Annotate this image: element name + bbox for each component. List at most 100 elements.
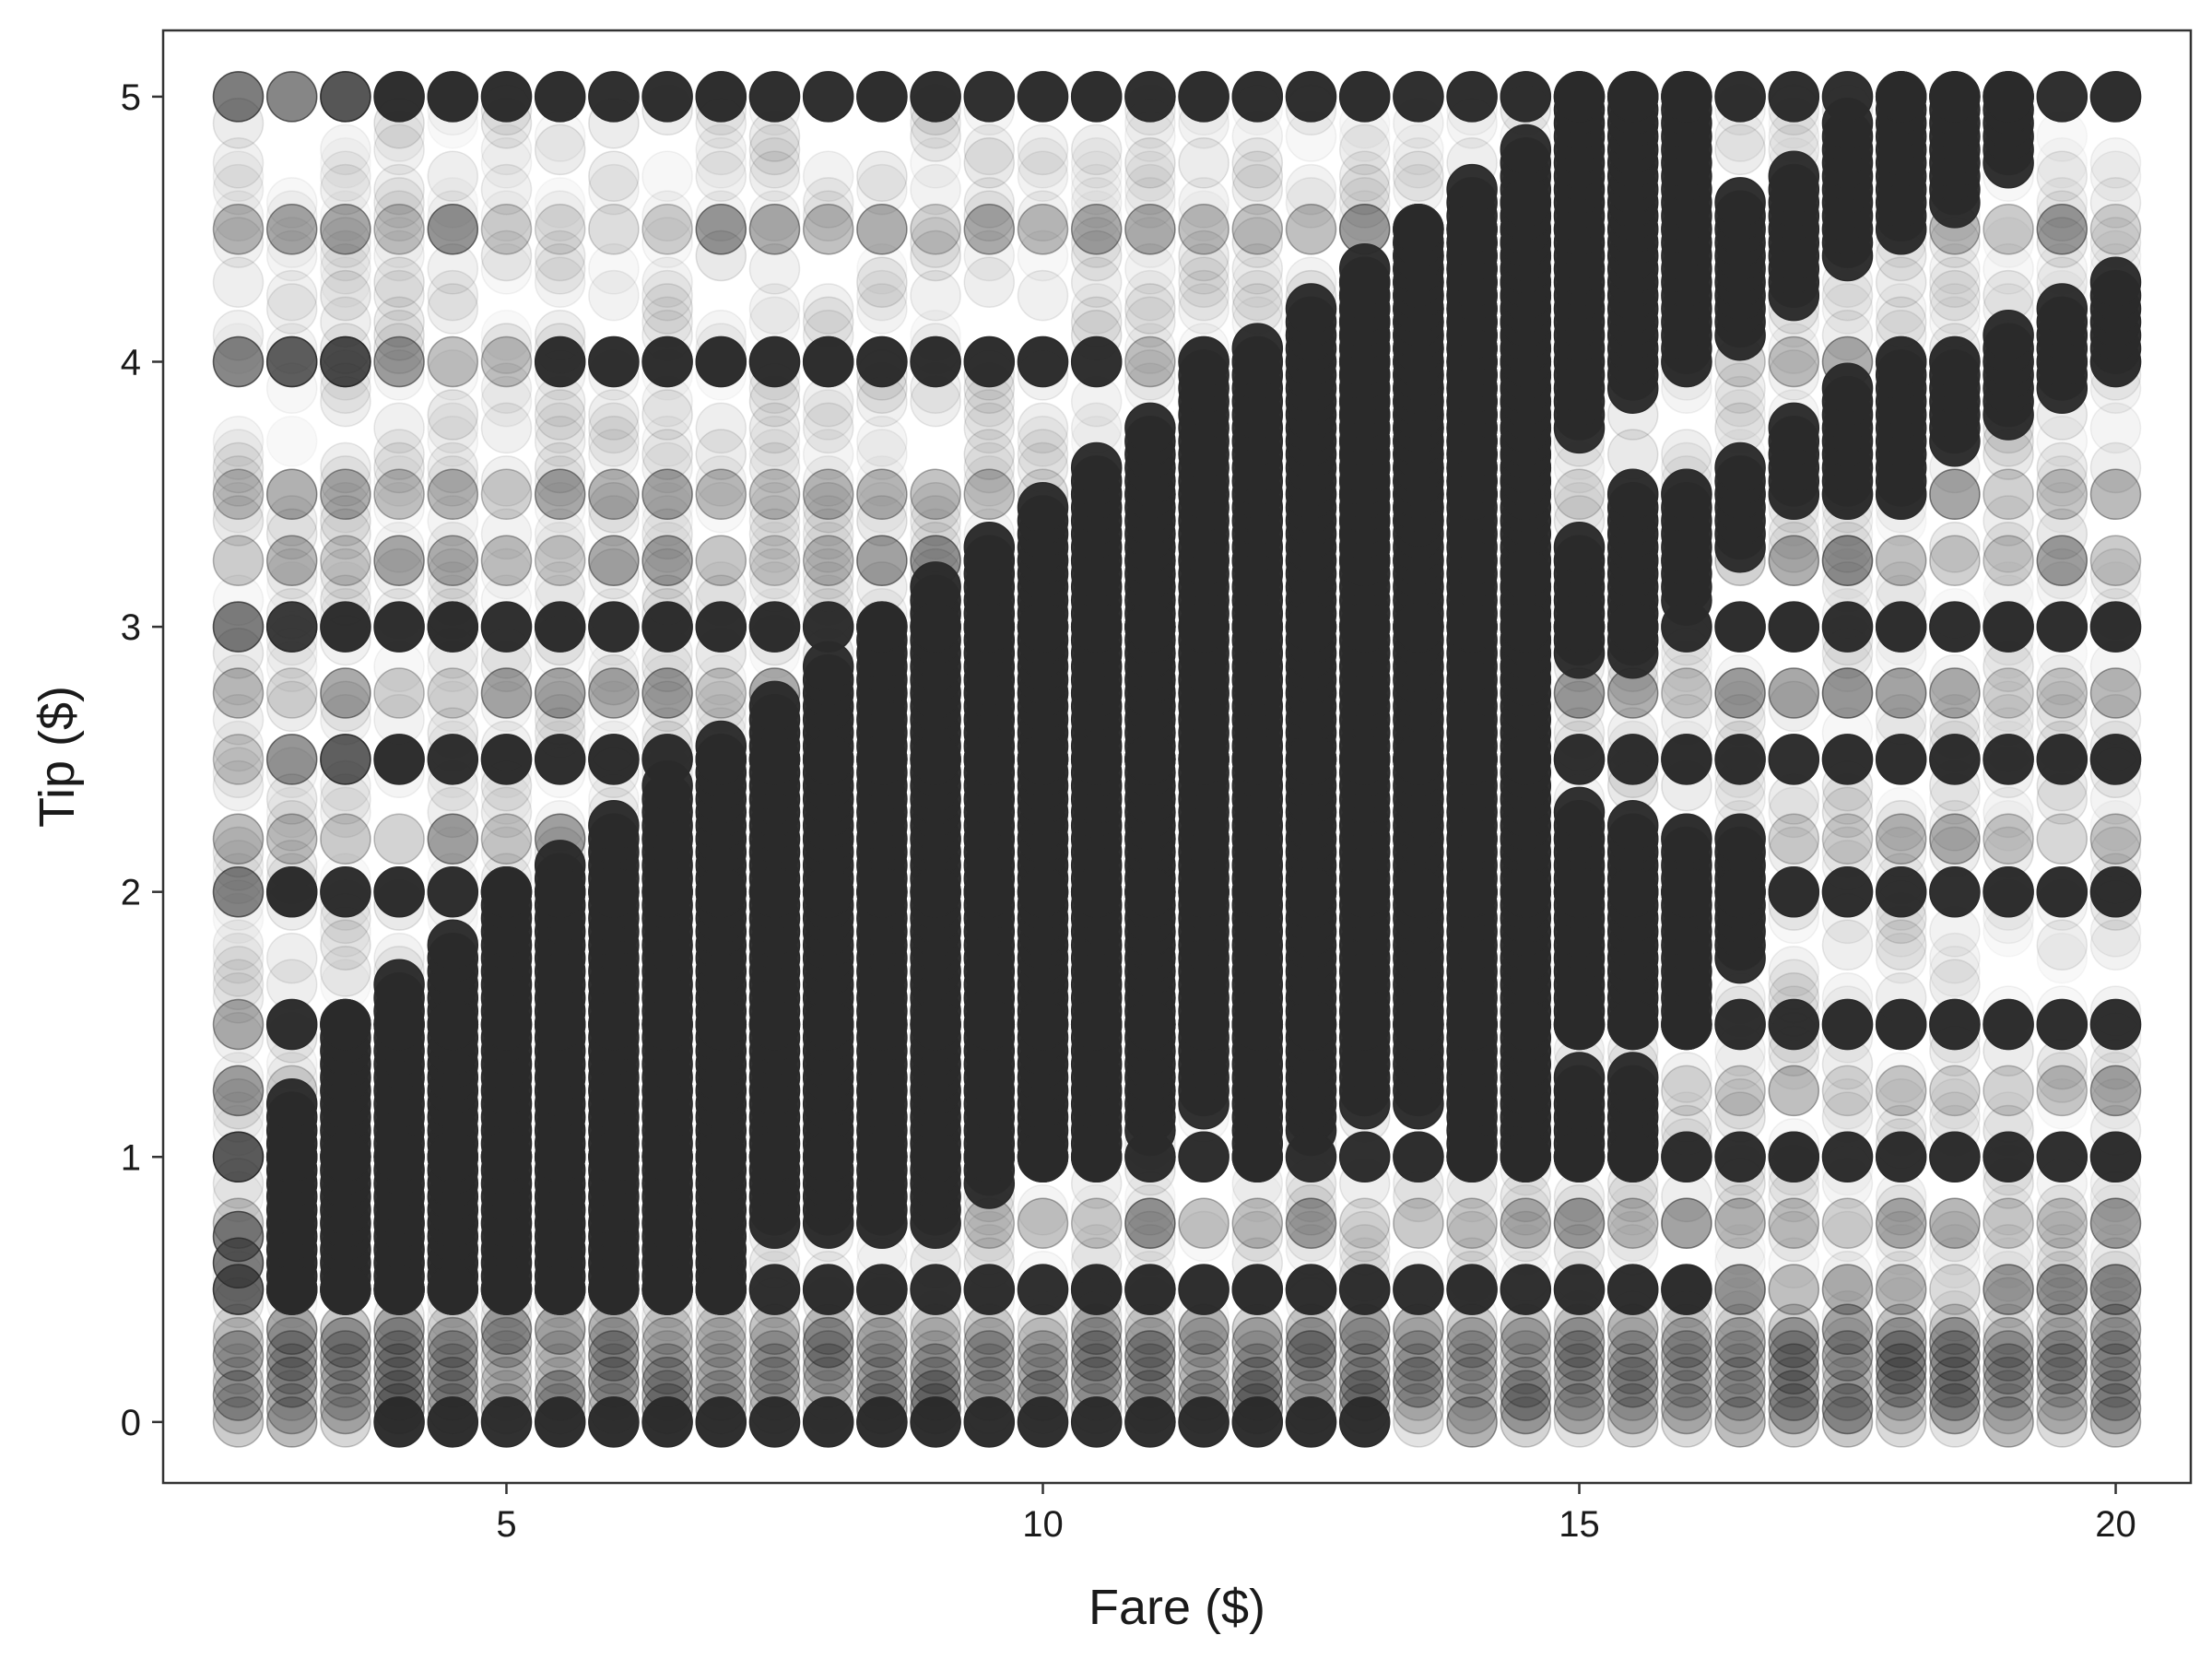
data-point-2329 <box>1768 813 1820 865</box>
data-point-4385 <box>1393 601 1444 653</box>
data-point-838 <box>748 1330 801 1382</box>
data-point-810 <box>748 535 801 586</box>
data-point-503 <box>534 535 586 586</box>
data-point-4468 <box>320 998 371 1051</box>
data-point-1875 <box>1500 1356 1552 1408</box>
data-point-4345 <box>1661 71 1712 123</box>
data-point-360 <box>427 349 479 401</box>
data-point-975 <box>856 495 908 547</box>
data-point-752 <box>695 150 747 202</box>
data-point-101 <box>265 747 318 799</box>
data-point-2576 <box>1929 468 1981 521</box>
data-point-4359 <box>802 335 854 388</box>
data-point-2733 <box>2036 468 2088 521</box>
data-point-825 <box>748 243 801 295</box>
data-point-700 <box>641 203 693 255</box>
data-point-1296 <box>1070 1330 1123 1382</box>
data-point-529 <box>534 1316 586 1369</box>
data-point-995 <box>856 1343 908 1395</box>
data-point-673 <box>641 256 693 308</box>
data-point-4368 <box>480 601 533 653</box>
data-point-776 <box>695 468 747 521</box>
data-point-1128 <box>963 429 1016 480</box>
data-point-4467 <box>265 998 318 1051</box>
data-point-4442 <box>802 865 854 918</box>
data-point-4574 <box>910 1396 961 1448</box>
data-point-1318 <box>1124 1330 1176 1382</box>
data-point-603 <box>588 1316 640 1369</box>
data-point-1287 <box>1070 163 1123 216</box>
data-point-210 <box>320 1382 371 1435</box>
data-point-168 <box>320 919 371 971</box>
data-point-616 <box>588 468 640 521</box>
data-point-592 <box>588 269 640 322</box>
data-point-230 <box>320 203 371 255</box>
data-point-4380 <box>1124 601 1176 653</box>
data-point-650 <box>641 653 693 706</box>
data-point-235 <box>373 1330 425 1382</box>
data-point-47 <box>212 163 265 216</box>
data-point-740 <box>695 535 747 586</box>
data-point-2730 <box>2036 667 2088 719</box>
data-point-4394 <box>1875 601 1927 653</box>
data-point-4343 <box>1553 71 1606 123</box>
data-point-4378 <box>1017 601 1069 653</box>
data-point-1801 <box>1446 1210 1498 1263</box>
data-point-4455 <box>1500 865 1552 918</box>
data-point-4557 <box>1338 1264 1391 1315</box>
data-point-17 <box>212 946 265 997</box>
data-point-4402 <box>534 734 586 785</box>
data-point-464 <box>480 335 533 388</box>
data-point-4335 <box>1124 71 1176 123</box>
data-point-1199 <box>1017 402 1069 454</box>
data-point-4548 <box>856 1264 908 1315</box>
data-point-1164 <box>963 203 1016 255</box>
data-point-234 <box>373 1343 425 1395</box>
data-point-1397 <box>1124 203 1176 255</box>
data-point-1524 <box>1231 203 1284 255</box>
data-point-4555 <box>1231 1264 1284 1315</box>
data-point-344 <box>427 667 479 719</box>
data-point-703 <box>695 1343 747 1395</box>
data-point-4519 <box>1178 1131 1230 1183</box>
data-point-4078 <box>1875 335 1927 388</box>
data-point-4595 <box>320 71 371 123</box>
data-point-4329 <box>802 71 854 123</box>
data-point-4427 <box>1875 734 1927 785</box>
data-point-585 <box>588 481 640 534</box>
data-point-2810 <box>2089 535 2142 586</box>
data-point-1147 <box>963 1343 1016 1395</box>
data-point-34 <box>212 495 265 547</box>
data-point-1478 <box>1231 1343 1284 1395</box>
data-point-1205 <box>1017 150 1069 202</box>
data-point-4332 <box>963 71 1016 123</box>
data-point-528 <box>534 1330 586 1382</box>
data-point-141 <box>265 535 318 586</box>
data-point-1136 <box>963 229 1016 282</box>
data-point-1540 <box>1231 1197 1284 1249</box>
data-point-4451 <box>1285 865 1337 918</box>
data-point-2170 <box>1661 1065 1712 1117</box>
data-point-4338 <box>1285 71 1337 123</box>
data-point-22 <box>212 853 265 905</box>
data-point-4536 <box>2089 1131 2142 1183</box>
data-point-2410 <box>1821 1197 1874 1249</box>
data-point-434 <box>480 309 533 361</box>
data-point-30 <box>212 653 265 706</box>
y-tick-label-3: 3 <box>121 607 141 648</box>
data-point-745 <box>695 402 747 454</box>
data-point-1198 <box>1017 416 1069 467</box>
data-point-4514 <box>910 1131 961 1183</box>
data-point-19 <box>212 919 265 971</box>
data-point-1557 <box>1285 1316 1337 1369</box>
data-point-977 <box>856 455 908 507</box>
data-point-1770 <box>1393 1370 1444 1421</box>
data-point-4450 <box>1231 865 1284 918</box>
data-point-1065 <box>910 163 961 216</box>
data-point-1297 <box>1070 1316 1123 1369</box>
data-point-4537 <box>265 1264 318 1315</box>
data-point-100 <box>265 773 318 825</box>
data-point-754 <box>695 124 747 176</box>
data-point-45 <box>212 203 265 255</box>
data-point-1692 <box>1338 150 1391 202</box>
